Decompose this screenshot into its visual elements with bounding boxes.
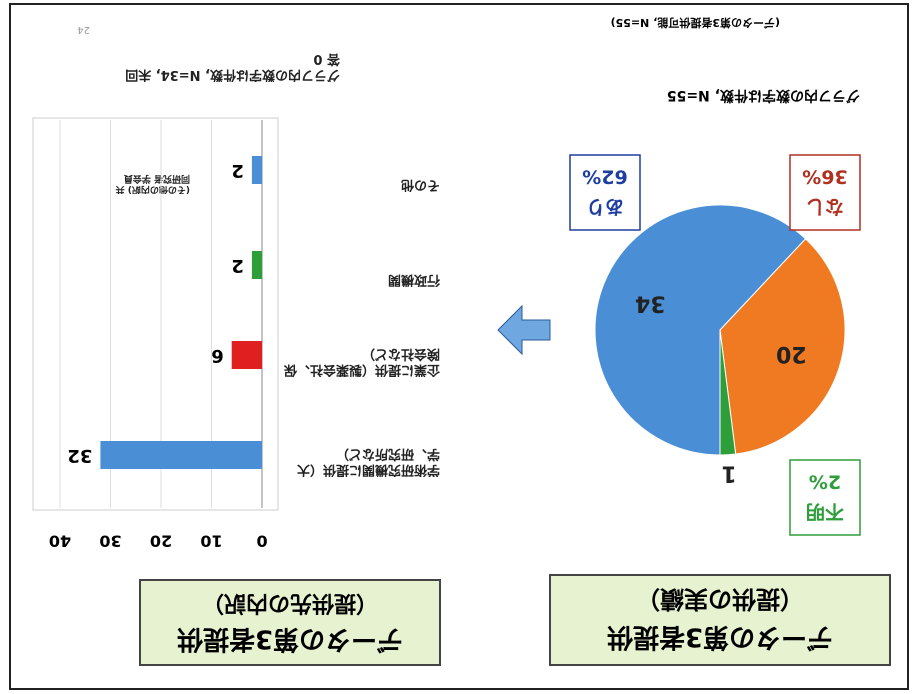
category-label: 不明 <box>806 501 844 523</box>
x-tick-label: 10 <box>200 532 222 551</box>
note: グラフ内の数字は件数, N=34, 未回答 0 <box>125 50 340 82</box>
category-label: あり <box>586 196 624 218</box>
pie-slice <box>719 238 846 455</box>
value-label: 2 <box>231 255 244 276</box>
callout-box <box>789 459 861 536</box>
value-label: 2 <box>231 160 244 181</box>
category-text: 学術研究機関に提供（大学、研究所など） <box>296 445 440 477</box>
category-text: その他 <box>400 177 440 192</box>
category-label: 企業に提供（製薬会社、保険会社など） <box>283 345 440 377</box>
title-box <box>549 574 891 666</box>
subtitle: （提供の実績） <box>636 585 804 613</box>
count-label: 34 <box>635 290 666 315</box>
callout-box <box>569 154 641 231</box>
value-label: 62% <box>582 166 627 188</box>
x-tick-label: 20 <box>150 532 172 551</box>
pie-slice <box>594 204 807 456</box>
category-label: 行政機関 <box>387 272 440 287</box>
value-label: 2% <box>809 471 841 493</box>
subtitle: （提供先の内訳） <box>202 590 378 616</box>
title: データの第3者提供 <box>607 622 833 653</box>
note-text: グラフ内の数字は件数, N=34, 未回答 0 <box>125 50 340 82</box>
value-label: 32 <box>67 445 92 466</box>
callout-box <box>789 154 861 231</box>
title: データの第3者提供 <box>177 624 403 655</box>
category-label: 学術研究機関に提供（大学、研究所など） <box>296 445 440 477</box>
other-note-text: (その他の内訳) 共同研究者 学会員 <box>115 172 190 194</box>
category-text: 行政機関 <box>387 272 440 287</box>
pie-slice <box>719 329 737 456</box>
value-label: 6 <box>211 345 224 366</box>
arrow <box>497 304 551 356</box>
other-note: (その他の内訳) 共同研究者 学会員 <box>115 172 190 194</box>
x-tick-label: 40 <box>49 532 71 551</box>
x-tick-label: 0 <box>256 532 267 551</box>
bar <box>251 156 262 184</box>
category-label: その他 <box>400 177 440 192</box>
value-label: 36% <box>802 166 847 188</box>
x-tick-label: 30 <box>99 532 121 551</box>
page-number: 24 <box>77 24 90 35</box>
category-label: なし <box>806 196 844 218</box>
note: グラフ内の数字は件数, N=55 <box>667 87 860 104</box>
title-box <box>139 579 441 666</box>
bar <box>100 441 262 469</box>
count-label: 1 <box>721 461 736 486</box>
category-text: 企業に提供（製薬会社、保険会社など） <box>283 345 440 377</box>
count-label: 20 <box>776 341 807 366</box>
bar <box>231 341 262 369</box>
footnote: (データの第3者提供可能, N=55) <box>611 16 780 30</box>
bar <box>251 251 262 279</box>
